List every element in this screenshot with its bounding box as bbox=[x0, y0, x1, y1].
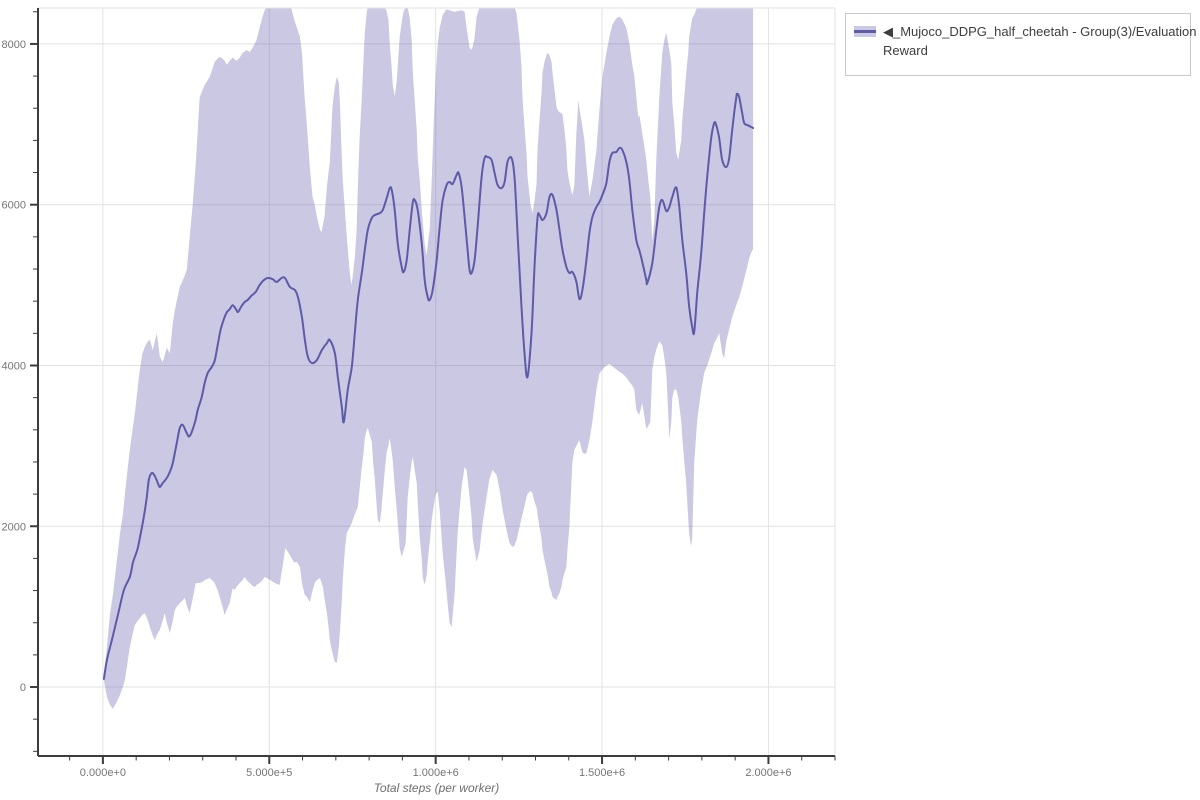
legend-box[interactable]: ◀_Mujoco_DDPG_half_cheetah - Group(3)/Ev… bbox=[845, 13, 1197, 76]
legend-label-line2: Reward bbox=[883, 43, 928, 58]
y-tick-label: 2000 bbox=[2, 521, 26, 533]
x-tick-label: 0.000e+0 bbox=[80, 767, 126, 779]
legend-label: ◀_Mujoco_DDPG_half_cheetah - Group(3)/Ev… bbox=[883, 22, 1197, 60]
x-tick-label: 1.500e+6 bbox=[579, 767, 625, 779]
y-tick-label: 4000 bbox=[2, 360, 26, 372]
x-tick-label: 1.000e+6 bbox=[413, 767, 459, 779]
y-tick-label: 0 bbox=[20, 682, 26, 694]
legend-line-swatch-icon bbox=[854, 30, 876, 33]
y-tick-label: 8000 bbox=[2, 39, 26, 51]
series-mean-line[interactable] bbox=[102, 92, 755, 680]
legend-label-line1: ◀_Mujoco_DDPG_half_cheetah - Group(3)/Ev… bbox=[883, 24, 1197, 39]
x-tick-label: 5.000e+5 bbox=[246, 767, 292, 779]
legend-band-swatch-icon bbox=[854, 26, 876, 37]
x-tick-label: 2.000e+6 bbox=[745, 767, 791, 779]
y-tick-label: 6000 bbox=[2, 200, 26, 212]
x-axis-title: Total steps (per worker) bbox=[374, 781, 500, 795]
series-confidence-band bbox=[103, 8, 754, 709]
